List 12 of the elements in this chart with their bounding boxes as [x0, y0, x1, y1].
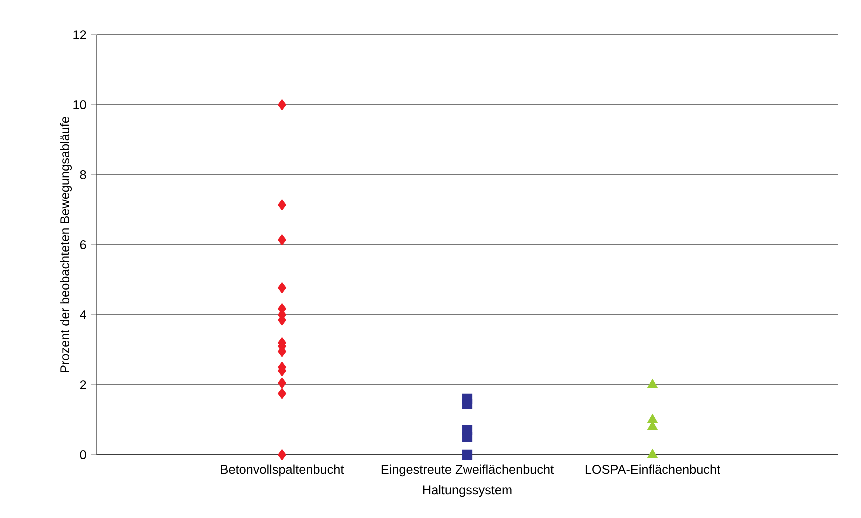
- y-tick-label: 10: [74, 100, 86, 110]
- x-tick-label: LOSPA-Einflächenbucht: [586, 464, 720, 474]
- y-tick-label: 0: [80, 450, 86, 460]
- x-tick-label: Eingestreute Zweiflächenbucht: [382, 464, 554, 477]
- y-tick-label: 2: [80, 380, 86, 390]
- x-axis-title: Haltungssystem: [423, 485, 512, 498]
- y-tick-label: 4: [80, 310, 86, 320]
- y-tick-label: 8: [80, 170, 86, 180]
- y-tick-label: 12: [74, 30, 86, 40]
- x-tick-label: Betonvollspaltenbucht: [221, 464, 344, 477]
- y-axis-title: Prozent der beobachteten Bewegungsabläufe: [60, 117, 72, 372]
- y-tick-label: 6: [80, 240, 86, 250]
